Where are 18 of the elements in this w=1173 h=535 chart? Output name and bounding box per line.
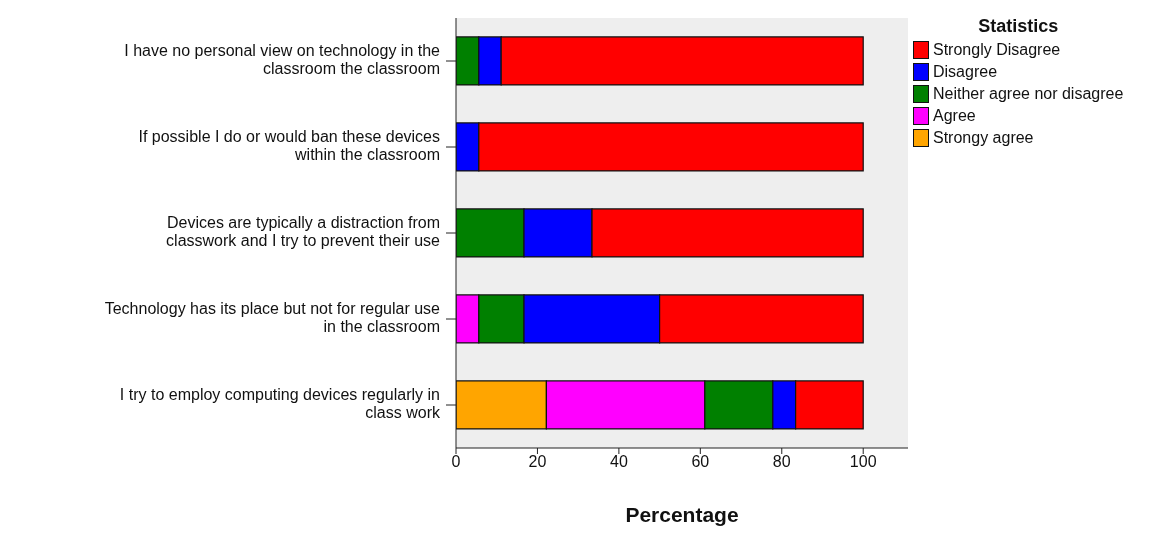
y-tick-label: Devices are typically a distraction from classwork and I try to prevent their use [166,214,441,250]
legend-label: Neither agree nor disagree [933,85,1124,103]
legend-label: Disagree [933,63,998,81]
y-tick-label: I try to employ computing devices regularly in class work [119,386,441,422]
y-tick-label: I have no personal view on technology in the classroom the classroom [124,42,441,78]
x-tick-label: 60 [691,453,710,471]
legend-label: Agree [933,107,976,125]
y-tick-label: If possible I do or would ban these devices within the classroom [138,128,440,164]
x-tick-label: 40 [609,453,628,471]
legend-label: Strongly Disagree [933,41,1061,59]
y-tick-label: Technology has its place but not for regular use in the classroom [104,300,441,336]
x-tick-label: 0 [451,453,461,471]
legend-title: Statistics [977,16,1060,37]
x-tick-label: 100 [849,453,877,471]
legend-label: Strongy agree [933,129,1034,147]
x-axis-title: Percentage [625,503,739,526]
x-tick-label: 20 [528,453,547,471]
x-tick-label: 80 [772,453,791,471]
